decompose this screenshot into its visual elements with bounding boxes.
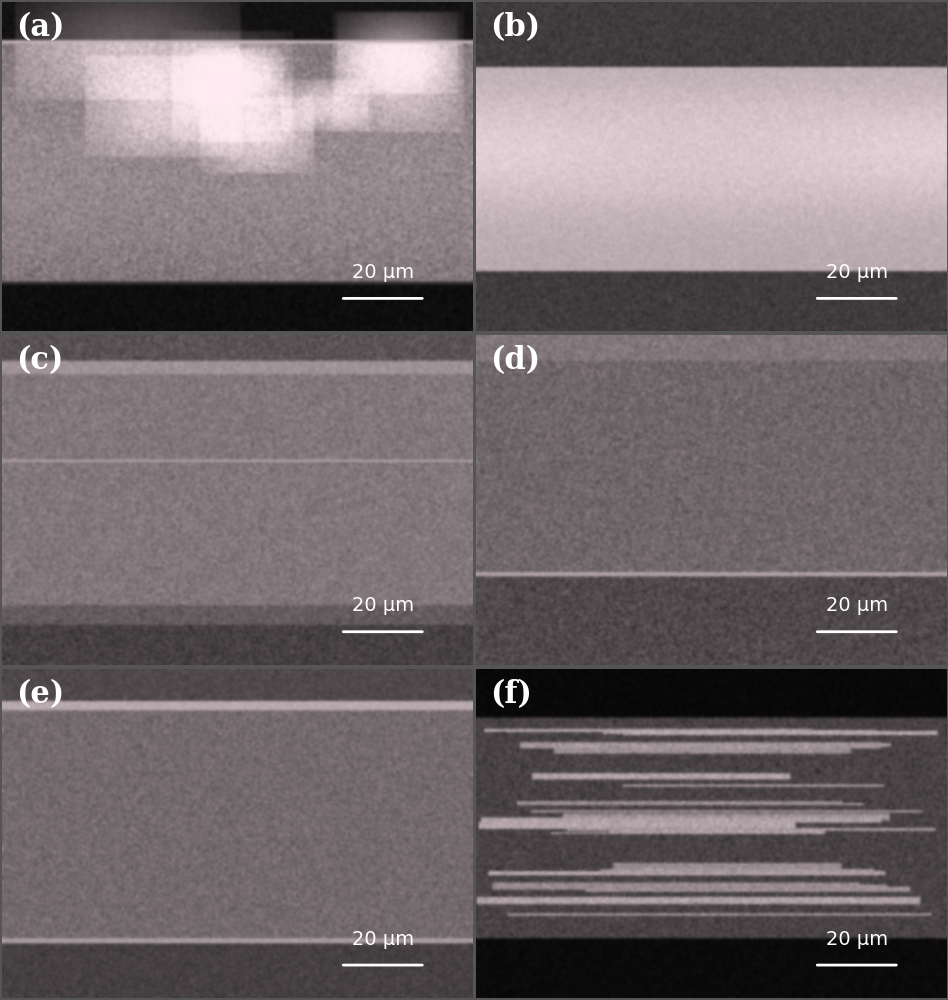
Text: 20 μm: 20 μm: [826, 930, 888, 949]
Text: (b): (b): [490, 12, 540, 43]
Text: (a): (a): [16, 12, 64, 43]
Text: 20 μm: 20 μm: [352, 596, 414, 615]
Text: 20 μm: 20 μm: [826, 263, 888, 282]
Text: (e): (e): [16, 679, 64, 710]
Text: (d): (d): [490, 345, 540, 376]
Text: (f): (f): [490, 679, 532, 710]
Text: 20 μm: 20 μm: [352, 930, 414, 949]
Text: 20 μm: 20 μm: [352, 263, 414, 282]
Text: 20 μm: 20 μm: [826, 596, 888, 615]
Text: (c): (c): [16, 345, 64, 376]
